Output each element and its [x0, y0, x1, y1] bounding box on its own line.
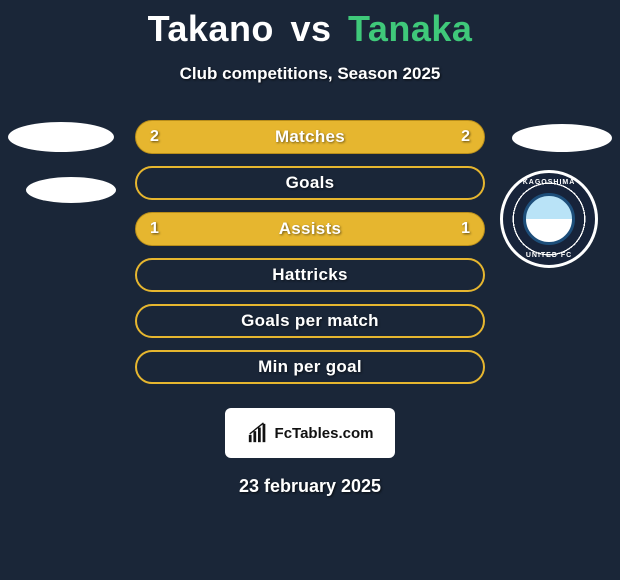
stat-label: Goals [286, 173, 335, 193]
stat-row-matches: 2 Matches 2 [135, 120, 485, 154]
comparison-title: Takano vs Tanaka [0, 0, 620, 50]
player2-name: Tanaka [348, 8, 472, 49]
stat-value-left: 2 [150, 128, 159, 146]
stat-value-right: 1 [461, 220, 470, 238]
stat-label: Min per goal [258, 357, 362, 377]
crest-bottom-text: UNITED FC [526, 252, 572, 259]
stat-label: Goals per match [241, 311, 379, 331]
stat-row-hattricks: Hattricks [135, 258, 485, 292]
crest-inner-circle [523, 193, 575, 245]
crest-top-text: KAGOSHIMA [523, 179, 576, 186]
stat-label: Assists [279, 219, 342, 239]
stat-value-right: 2 [461, 128, 470, 146]
stat-label: Hattricks [272, 265, 347, 285]
stat-label: Matches [275, 127, 345, 147]
vs-label: vs [290, 8, 331, 49]
player1-name: Takano [148, 8, 274, 49]
decoration-ellipse [8, 122, 114, 152]
source-badge-text: FcTables.com [275, 425, 374, 442]
bar-chart-icon [247, 422, 269, 444]
decoration-ellipse [512, 124, 612, 152]
club-crest: KAGOSHIMA UNITED FC [500, 170, 598, 268]
comparison-date: 23 february 2025 [0, 476, 620, 497]
decoration-ellipse [26, 177, 116, 203]
competition-subtitle: Club competitions, Season 2025 [0, 64, 620, 84]
stat-row-goals-per-match: Goals per match [135, 304, 485, 338]
source-badge: FcTables.com [225, 408, 395, 458]
stat-value-left: 1 [150, 220, 159, 238]
stat-row-min-per-goal: Min per goal [135, 350, 485, 384]
stat-row-assists: 1 Assists 1 [135, 212, 485, 246]
stat-row-goals: Goals [135, 166, 485, 200]
